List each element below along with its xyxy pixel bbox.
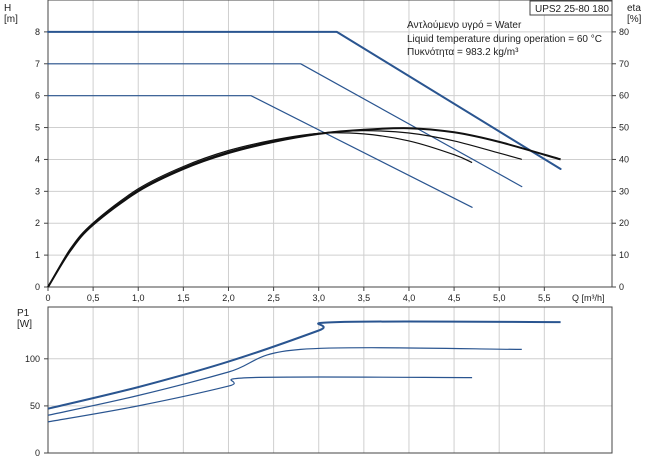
annotation-temperature: Liquid temperature during operation = 60… [407,34,602,45]
efficiency-tick-label: 30 [619,186,629,196]
efficiency-tick-label: 10 [619,250,629,260]
x-tick-label: 3,0 [312,293,325,303]
power-axis-title: P1 [17,308,30,319]
head-tick-label: 7 [35,59,40,69]
annotation-liquid: Αντλούμενο υγρό = Water [407,19,522,31]
head-tick-label: 5 [35,123,40,133]
x-tick-label: 1,0 [132,293,145,303]
efficiency-tick-label: 0 [619,282,624,292]
efficiency-tick-label: 60 [619,91,629,101]
power-curve-speed-1 [47,320,561,410]
grid-layer [47,0,612,454]
power-tick-label: 0 [35,448,40,458]
model-title: UPS2 25-80 180 [535,4,609,15]
head-curve-speed-3 [47,95,473,208]
x-tick-label: 2,0 [222,293,235,303]
head-axis-unit: [m] [4,14,18,25]
x-tick-label: 0 [45,293,50,303]
head-tick-label: 6 [35,91,40,101]
head-curve-speed-1 [47,30,562,170]
efficiency-curve-speed-1 [47,127,561,288]
efficiency-curve-speed-2 [47,130,522,288]
x-tick-label: 4,5 [448,293,461,303]
x-tick-label: 3,5 [358,293,371,303]
power-axis-unit: [W] [17,319,32,330]
power-tick-label: 50 [30,401,40,411]
x-axis-title: Q [m³/h] [572,293,605,303]
efficiency-tick-label: 80 [619,27,629,37]
label-layer: H [m] eta [%] UPS2 25-80 180 Αντλούμενο … [4,0,642,458]
efficiency-curve-speed-3 [47,132,473,288]
head-axis-title: H [4,3,11,14]
efficiency-tick-label: 40 [619,154,629,164]
efficiency-axis-unit: [%] [627,14,642,25]
efficiency-tick-label: 50 [619,123,629,133]
head-tick-label: 3 [35,186,40,196]
x-tick-label: 5,0 [493,293,506,303]
x-tick-label: 0,5 [87,293,100,303]
head-tick-label: 0 [35,282,40,292]
efficiency-axis-title: eta [627,3,641,14]
efficiency-tick-label: 70 [619,59,629,69]
model-title-box [529,0,613,16]
power-curve-speed-2 [47,347,522,416]
head-tick-label: 8 [35,27,40,37]
x-tick-label: 1,5 [177,293,190,303]
frame-layer [44,0,616,454]
x-tick-label: 5,5 [538,293,551,303]
power-curve-speed-3 [47,376,473,423]
head-plot-frame [47,0,613,288]
efficiency-tick-label: 20 [619,218,629,228]
head-tick-label: 2 [35,218,40,228]
x-tick-label: 4,0 [403,293,416,303]
annotation-density: Πυκνότητα = 983.2 kg/m³ [407,46,519,58]
x-tick-label: 2,5 [267,293,280,303]
head-tick-label: 1 [35,250,40,260]
power-tick-label: 100 [25,354,40,364]
head-curve-speed-2 [47,63,523,188]
head-tick-label: 4 [35,154,40,164]
power-plot-frame [47,306,613,454]
series-layer [47,30,562,423]
